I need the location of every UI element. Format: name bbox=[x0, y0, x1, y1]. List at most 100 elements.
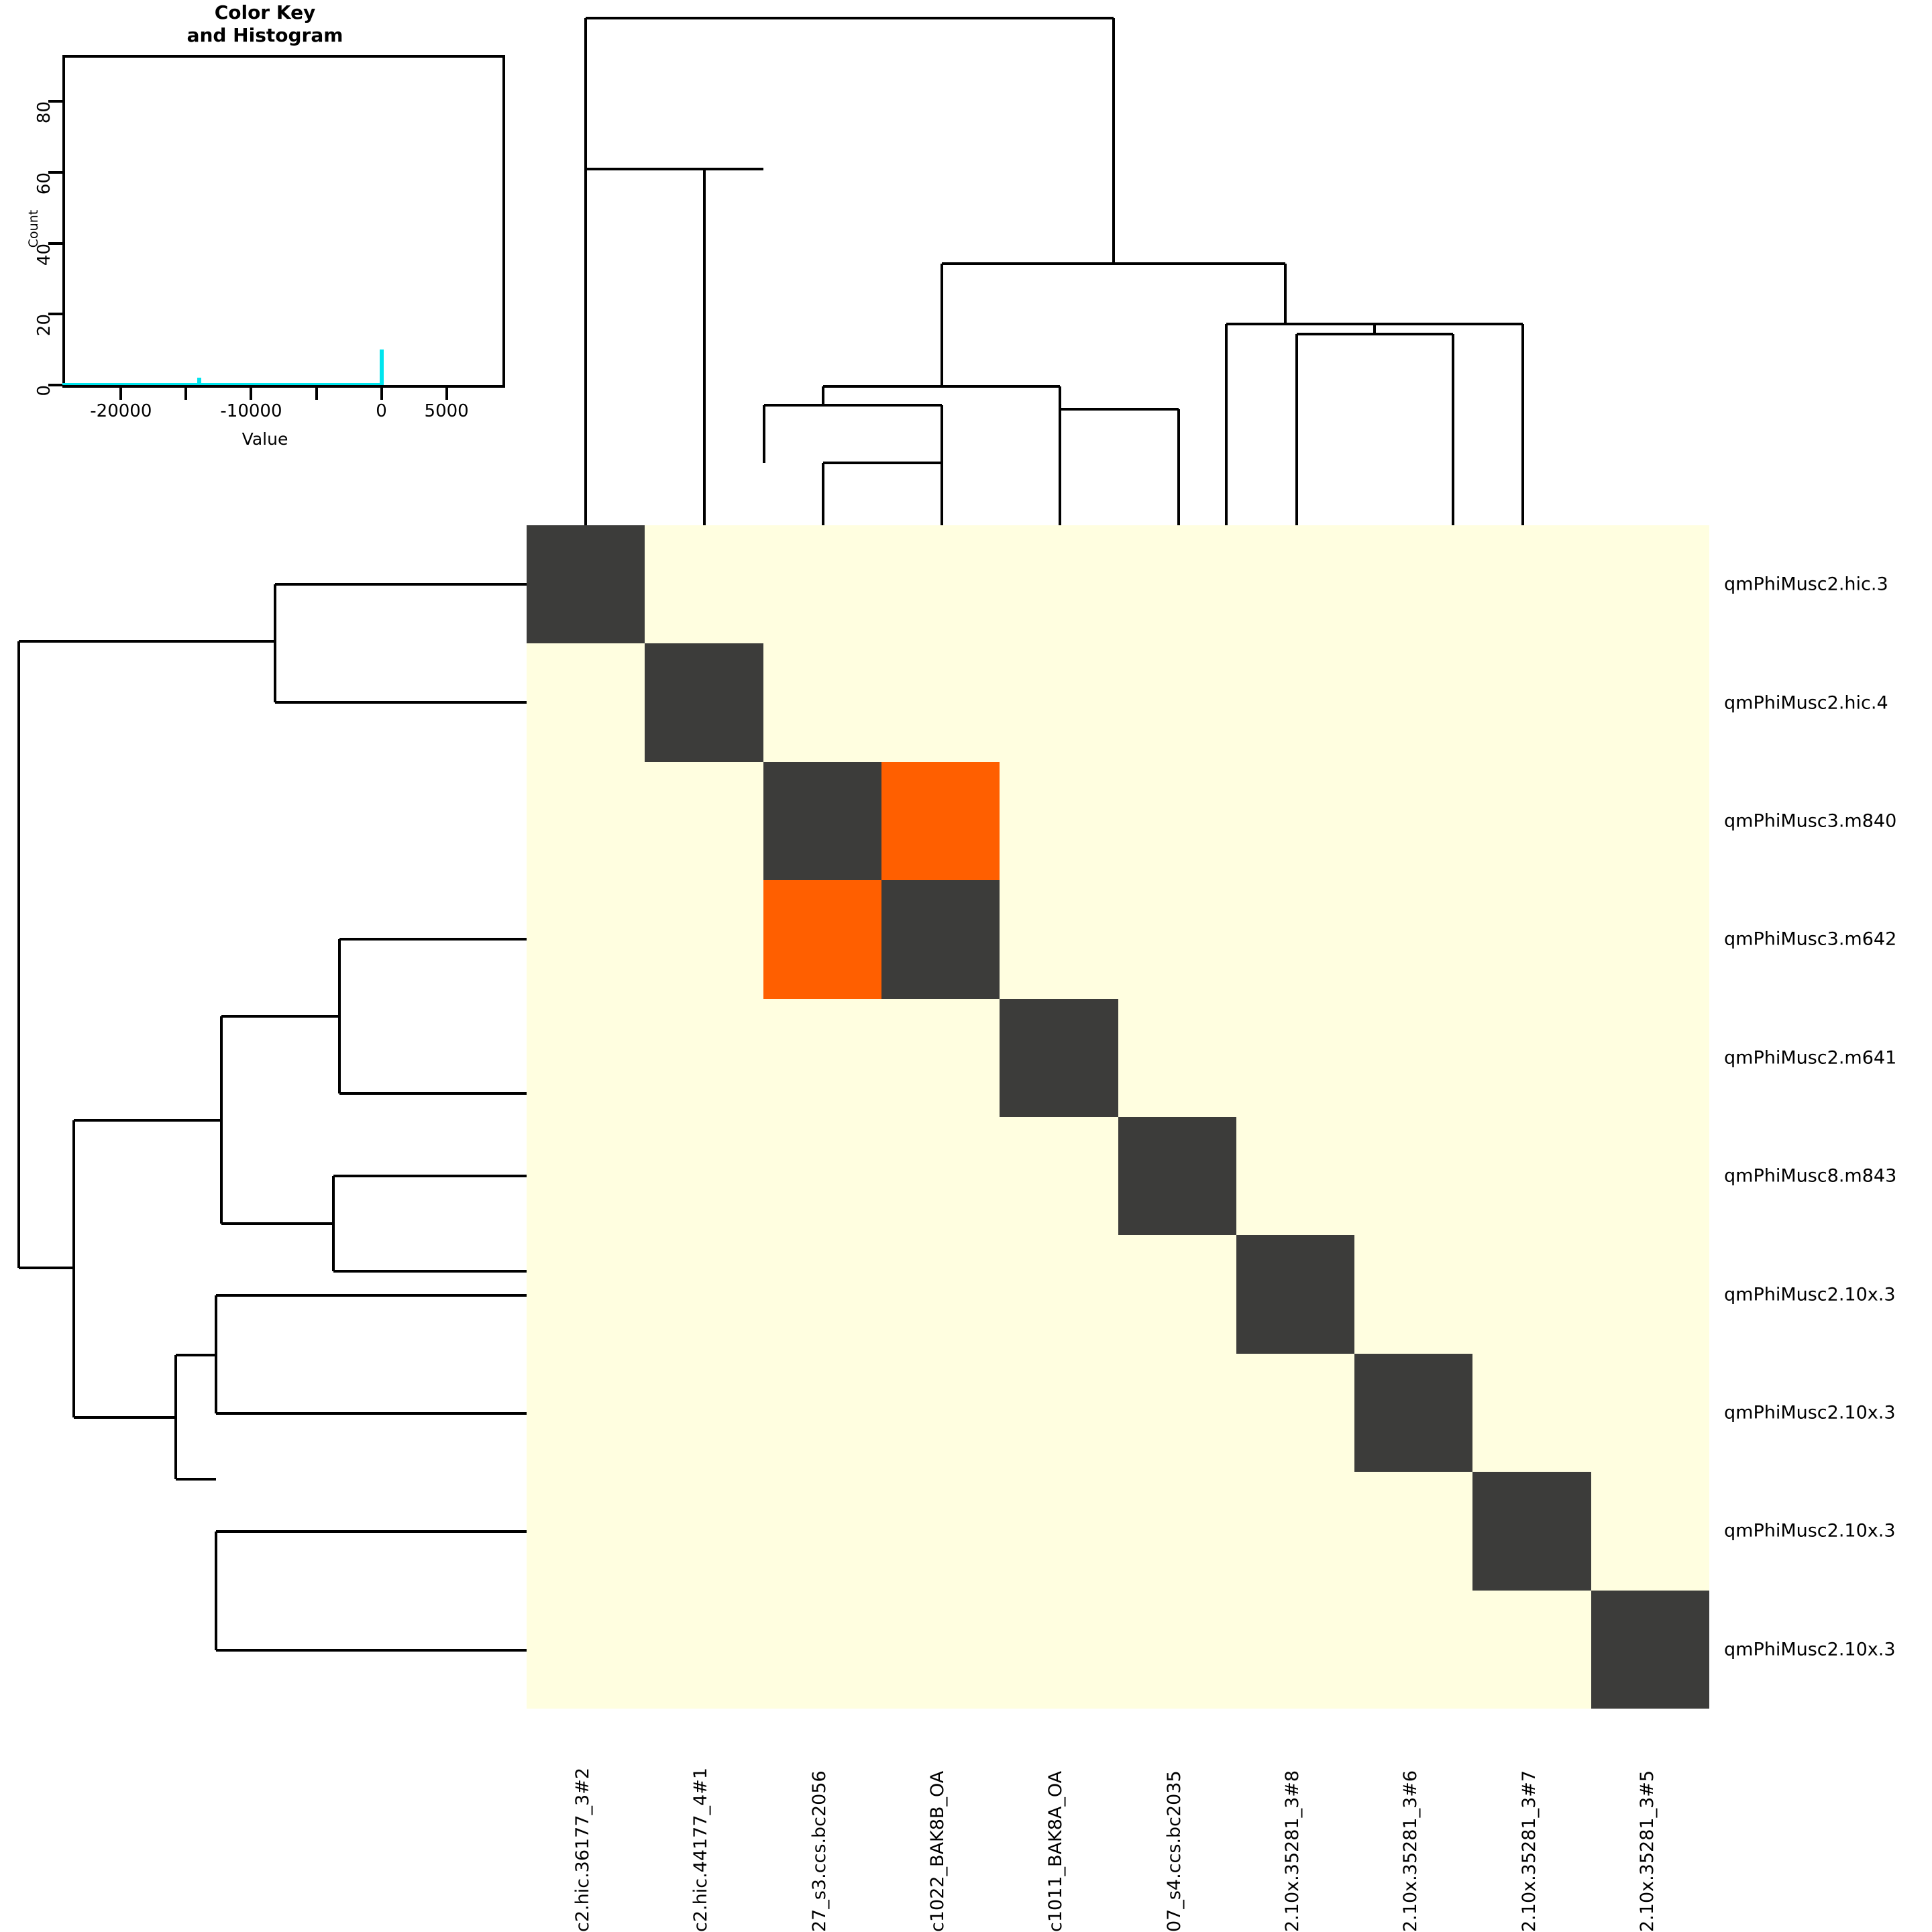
heatmap-cell bbox=[1118, 1590, 1236, 1709]
heatmap-cell bbox=[1472, 1116, 1591, 1236]
heatmap-cell bbox=[1236, 1472, 1355, 1591]
heatmap-cell bbox=[1236, 1116, 1355, 1236]
column-label: 2.10x.35281_3#7 bbox=[1518, 1770, 1540, 1932]
heatmap-cell bbox=[763, 998, 881, 1117]
heatmap-cell bbox=[1354, 525, 1473, 644]
column-label: 2.10x.35281_3#6 bbox=[1400, 1770, 1421, 1932]
y-axis-tick bbox=[48, 100, 63, 103]
heatmap-cell bbox=[1000, 1590, 1118, 1709]
heatmap-cell bbox=[1000, 998, 1118, 1117]
heatmap-cell bbox=[881, 1590, 1000, 1709]
heatmap-cell bbox=[1354, 1590, 1473, 1709]
heatmap-cell bbox=[763, 643, 881, 762]
heatmap-cell bbox=[1591, 1472, 1709, 1591]
heatmap-cell bbox=[1000, 1472, 1118, 1591]
x-axis-tick bbox=[315, 388, 318, 400]
y-axis-tick-label: 60 bbox=[34, 172, 54, 195]
heatmap-cell bbox=[527, 761, 645, 881]
heatmap-cell bbox=[1118, 1472, 1236, 1591]
heatmap-cell bbox=[1118, 1116, 1236, 1236]
heatmap-cell bbox=[1236, 643, 1355, 762]
heatmap-cell bbox=[645, 1472, 763, 1591]
heatmap-cell bbox=[763, 1116, 881, 1236]
heatmap-cell bbox=[1354, 998, 1473, 1117]
heatmap-cell bbox=[1236, 1235, 1355, 1354]
heatmap-cell bbox=[763, 1353, 881, 1472]
row-label: qmPhiMusc2.hic.4 bbox=[1724, 692, 1888, 714]
heatmap-cell bbox=[881, 525, 1000, 644]
heatmap-cell bbox=[881, 1116, 1000, 1236]
x-axis-tick-label: 0 bbox=[376, 401, 387, 421]
row-label: qmPhiMusc2.10x.3 bbox=[1724, 1639, 1896, 1660]
heatmap-cell bbox=[645, 525, 763, 644]
heatmap-cell bbox=[527, 1235, 645, 1354]
heatmap-cell bbox=[527, 1590, 645, 1709]
heatmap-cell bbox=[1354, 1472, 1473, 1591]
column-label: 27_s3.ccs.bc2056 bbox=[808, 1770, 830, 1932]
row-label: qmPhiMusc8.m843 bbox=[1724, 1165, 1897, 1187]
value-axis-title: Value bbox=[241, 429, 288, 449]
heatmap-cell bbox=[1472, 1472, 1591, 1591]
heatmap-cell bbox=[645, 998, 763, 1117]
row-label: qmPhiMusc2.m641 bbox=[1724, 1047, 1897, 1069]
heatmap-cell bbox=[1472, 880, 1591, 999]
heatmap-cell bbox=[763, 1472, 881, 1591]
heatmap-cell bbox=[1118, 1235, 1236, 1354]
column-label: 2.10x.35281_3#8 bbox=[1281, 1770, 1303, 1932]
heatmap-cell bbox=[1591, 1353, 1709, 1472]
row-dendrogram bbox=[0, 523, 530, 1711]
heatmap-cell bbox=[881, 643, 1000, 762]
column-label: 07_s4.ccs.bc2035 bbox=[1163, 1770, 1185, 1932]
heatmap-cell bbox=[1591, 525, 1709, 644]
heatmap-cell bbox=[1118, 761, 1236, 881]
row-label: qmPhiMusc2.10x.3 bbox=[1724, 1520, 1896, 1542]
heatmap-cell bbox=[645, 880, 763, 999]
color-key-title: Color Key and Histogram bbox=[186, 1, 343, 46]
column-label: c1022_BAK8B_OA bbox=[927, 1770, 949, 1932]
heatmap-cell bbox=[1236, 525, 1355, 644]
heatmap-cell bbox=[881, 1235, 1000, 1354]
column-label: c2.hic.36177_3#2 bbox=[572, 1767, 594, 1932]
heatmap-cell bbox=[1591, 998, 1709, 1117]
heatmap-cell bbox=[527, 998, 645, 1117]
x-axis-tick bbox=[250, 388, 253, 400]
row-label: qmPhiMusc2.10x.3 bbox=[1724, 1284, 1896, 1305]
row-label-column: qmPhiMusc2.hic.3 qmPhiMusc2.hic.4 qmPhiMus… bbox=[1717, 525, 1932, 1709]
heatmap-cell bbox=[1118, 1353, 1236, 1472]
column-dendrogram-svg bbox=[584, 17, 1524, 527]
heatmap-cell bbox=[763, 1590, 881, 1709]
heatmap-cell bbox=[645, 1116, 763, 1236]
row-label: qmPhiMusc2.hic.3 bbox=[1724, 574, 1888, 595]
x-axis-tick bbox=[184, 388, 188, 400]
heatmap-cell bbox=[881, 1353, 1000, 1472]
heatmap-cell bbox=[1354, 1235, 1473, 1354]
heatmap-cell bbox=[1472, 643, 1591, 762]
heatmap-cell bbox=[1118, 525, 1236, 644]
column-label: c2.hic.44177_4#1 bbox=[690, 1767, 712, 1932]
histogram-bar bbox=[379, 350, 384, 385]
heatmap-cell bbox=[1472, 1235, 1591, 1354]
heatmap-cell bbox=[1236, 998, 1355, 1117]
heatmap-cell bbox=[527, 525, 645, 644]
x-axis-tick-label: -20000 bbox=[90, 401, 152, 421]
heatmap-cell bbox=[1354, 761, 1473, 881]
column-dendrogram bbox=[523, 0, 1724, 527]
heatmap-cell bbox=[527, 1116, 645, 1236]
column-label: 2.10x.35281_3#5 bbox=[1636, 1770, 1658, 1932]
heatmap-cell bbox=[1591, 1235, 1709, 1354]
histogram-baseline bbox=[62, 383, 382, 385]
y-axis-tick bbox=[48, 241, 63, 245]
heatmap-cell bbox=[1000, 643, 1118, 762]
heatmap-cell bbox=[1591, 880, 1709, 999]
y-axis-tick-label: 0 bbox=[34, 385, 54, 396]
y-axis-tick-label: 20 bbox=[34, 314, 54, 337]
heatmap-cell bbox=[1354, 1353, 1473, 1472]
row-label: qmPhiMusc3.m840 bbox=[1724, 810, 1897, 832]
heatmap-cell bbox=[1591, 643, 1709, 762]
heatmap-cell bbox=[527, 1472, 645, 1591]
heatmap-cell bbox=[1236, 761, 1355, 881]
x-axis-tick bbox=[119, 388, 123, 400]
heatmap-cell bbox=[763, 761, 881, 881]
heatmap-cell bbox=[1000, 880, 1118, 999]
